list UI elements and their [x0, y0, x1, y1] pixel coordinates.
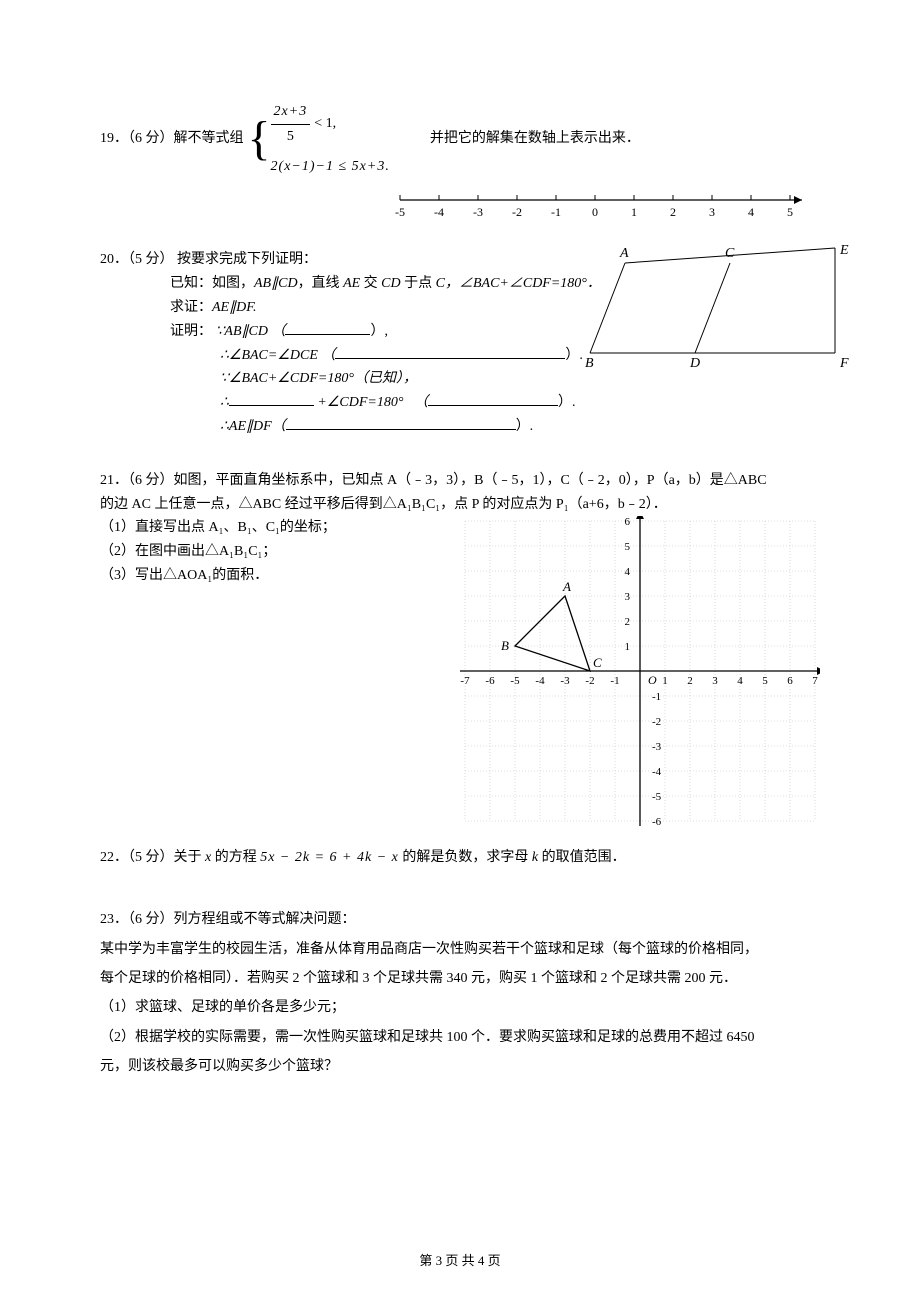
svg-text:-6: -6 — [652, 816, 662, 826]
blank-2 — [335, 344, 565, 359]
svg-text:-4: -4 — [434, 205, 444, 219]
svg-text:5: 5 — [625, 541, 631, 553]
svg-text:-1: -1 — [652, 691, 661, 703]
question-19: 19．（6 分）解不等式组 { 2x+3 5 < 1, 2(x−1)−1 ≤ 5… — [100, 100, 820, 228]
q21-stem2: 的边 AC 上任意一点，△ABC 经过平移后得到△A₁B₁C₁，点 P 的对应点… — [100, 493, 820, 517]
number-line: -5 -4 -3 -2 -1 0 1 2 3 4 5 — [380, 188, 820, 228]
coordinate-grid: -7-6-5-4-3-2-11234567-6-5-4-3-2-1123456O… — [440, 516, 820, 826]
blank-1 — [285, 320, 370, 335]
svg-text:5: 5 — [762, 675, 768, 687]
svg-text:3: 3 — [709, 205, 715, 219]
svg-text:-7: -7 — [460, 675, 470, 687]
svg-text:-5: -5 — [395, 205, 405, 219]
q21-part1: （1）直接写出点 A₁、B₁、C₁的坐标； — [100, 516, 420, 540]
svg-text:-3: -3 — [652, 741, 662, 753]
svg-text:-4: -4 — [652, 766, 662, 778]
svg-text:7: 7 — [812, 675, 818, 687]
svg-text:C: C — [725, 246, 735, 261]
svg-text:6: 6 — [625, 516, 631, 528]
svg-text:-6: -6 — [485, 675, 495, 687]
svg-text:2: 2 — [670, 205, 676, 219]
question-21: 21．（6 分）如图，平面直角坐标系中，已知点 A（﹣3，3），B（﹣5，1），… — [100, 469, 820, 827]
question-23: 23．（6 分）列方程组或不等式解决问题： 某中学为丰富学生的校园生活，准备从体… — [100, 905, 820, 1081]
q20-diagram: A C E B D F — [570, 238, 860, 368]
blank-5 — [286, 415, 516, 430]
question-20: ACEBDF 20．（5 分） 按要求完成下列证明： 已知：如图，AB∥CD，直… — [100, 248, 820, 438]
svg-text:-3: -3 — [560, 675, 570, 687]
svg-text:1: 1 — [631, 205, 637, 219]
q23-label: 23．（6 分）列方程组或不等式解决问题： — [100, 905, 820, 934]
svg-text:D: D — [689, 356, 700, 368]
left-brace-icon: { — [248, 115, 271, 163]
svg-text:6: 6 — [787, 675, 793, 687]
page-footer: 第 3 页 共 4 页 — [0, 1250, 920, 1272]
svg-text:4: 4 — [625, 566, 631, 578]
svg-text:-2: -2 — [512, 205, 522, 219]
svg-text:E: E — [839, 243, 849, 258]
svg-text:5: 5 — [787, 205, 793, 219]
blank-3 — [229, 391, 314, 406]
svg-text:-3: -3 — [473, 205, 483, 219]
svg-text:3: 3 — [625, 591, 631, 603]
q21-stem1: 21．（6 分）如图，平面直角坐标系中，已知点 A（﹣3，3），B（﹣5，1），… — [100, 469, 820, 493]
svg-text:-2: -2 — [652, 716, 661, 728]
q21-part2: （2）在图中画出△A₁B₁C₁； — [100, 540, 420, 564]
svg-text:-5: -5 — [510, 675, 520, 687]
q19-tail: 并把它的解集在数轴上表示出来． — [430, 127, 640, 151]
svg-text:1: 1 — [625, 641, 631, 653]
svg-text:-2: -2 — [585, 675, 594, 687]
question-22: 22．（5 分）关于 x 的方程 5x − 2k = 6 + 4k − x 的解… — [100, 846, 820, 870]
q19-fraction: 2x+3 5 — [271, 100, 311, 149]
svg-text:B: B — [585, 356, 594, 368]
svg-text:C: C — [593, 655, 602, 670]
svg-text:A: A — [619, 246, 629, 261]
svg-text:4: 4 — [737, 675, 743, 687]
svg-text:O: O — [648, 673, 657, 687]
svg-text:-1: -1 — [610, 675, 619, 687]
q19-label: 19．（6 分）解不等式组 — [100, 127, 244, 151]
svg-text:2: 2 — [687, 675, 693, 687]
blank-4 — [428, 391, 558, 406]
svg-text:0: 0 — [592, 205, 598, 219]
svg-text:4: 4 — [748, 205, 754, 219]
svg-text:F: F — [839, 356, 849, 368]
svg-text:A: A — [562, 579, 571, 594]
svg-text:-4: -4 — [535, 675, 545, 687]
svg-text:1: 1 — [662, 675, 668, 687]
svg-text:B: B — [501, 638, 509, 653]
svg-text:2: 2 — [625, 616, 631, 628]
svg-text:3: 3 — [712, 675, 718, 687]
q21-part3: （3）写出△AOA₁的面积． — [100, 564, 420, 588]
svg-text:-5: -5 — [652, 791, 662, 803]
q19-system: { 2x+3 5 < 1, 2(x−1)−1 ≤ 5x+3. — [248, 100, 390, 178]
svg-text:-1: -1 — [551, 205, 561, 219]
